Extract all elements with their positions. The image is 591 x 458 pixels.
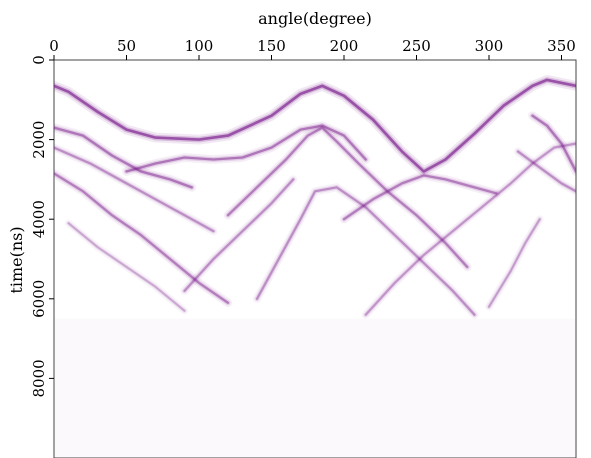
reflection-i-trace — [363, 141, 576, 317]
reflection-f-trace — [254, 185, 477, 317]
reflection-a-trace — [54, 126, 193, 189]
reflection-k-trace — [516, 150, 576, 193]
x-tick-label: 100 — [185, 37, 214, 55]
reflection-j — [528, 111, 576, 176]
reflection-b — [54, 143, 218, 236]
x-tick-label: 250 — [402, 37, 431, 55]
no-data-region — [55, 318, 575, 457]
y-tick-label: 0 — [30, 55, 48, 65]
reflection-g-trace — [182, 177, 296, 294]
reflection-b-trace — [54, 145, 216, 234]
x-tick-label: 200 — [330, 37, 359, 55]
y-axis-title: time(ns) — [7, 226, 26, 293]
y-axis: 0 2000 4000 6000 8000 — [30, 55, 54, 397]
y-tick-label: 8000 — [30, 359, 48, 397]
reflection-k-trace — [515, 149, 576, 194]
reflection-b-trace — [54, 146, 215, 233]
reflection-g-trace — [180, 175, 298, 295]
reflection-l-trace — [487, 218, 541, 308]
reflection-d-trace — [125, 124, 367, 173]
reflection-j-trace — [531, 114, 576, 173]
reflection-a — [54, 123, 197, 192]
reflection-a-trace — [54, 125, 195, 190]
direct-arrival-trace — [54, 78, 576, 173]
reflection-j-trace — [528, 111, 576, 176]
reflection-g — [180, 175, 298, 295]
x-axis-title: angle(degree) — [258, 9, 372, 28]
reflection-l — [485, 215, 544, 311]
reflection-a-trace — [54, 123, 197, 192]
reflection-e-trace — [226, 126, 469, 269]
reflection-k-trace — [513, 147, 576, 196]
reflection-m — [64, 219, 189, 315]
reflection-k — [513, 147, 576, 196]
reflection-d-trace — [124, 123, 369, 174]
reflection-b-trace — [54, 143, 218, 236]
reflection-c-trace — [54, 171, 231, 306]
y-tick-label: 4000 — [30, 200, 48, 238]
x-axis: 0 50 100 150 200 250 300 350 — [49, 37, 576, 60]
reflection-l-trace — [486, 217, 542, 309]
reflection-h-trace — [342, 174, 498, 221]
reflection-m-trace — [64, 219, 189, 315]
reflection-j-trace — [530, 113, 576, 174]
reflection-c-trace — [54, 169, 233, 308]
y-tick-label: 2000 — [30, 121, 48, 159]
x-tick-label: 0 — [49, 37, 59, 55]
reflection-d-trace — [122, 121, 371, 176]
reflection-g-trace — [183, 178, 295, 292]
x-tick-label: 350 — [547, 37, 576, 55]
x-tick-label: 150 — [257, 37, 286, 55]
reflection-i-trace — [361, 139, 576, 319]
y-tick-label: 6000 — [30, 280, 48, 318]
reflection-m-trace — [67, 222, 186, 312]
reflection-f — [252, 183, 479, 319]
reflection-h — [339, 171, 501, 224]
reflection-d — [122, 121, 371, 176]
reflection-c — [54, 169, 233, 308]
reflection-e — [223, 123, 472, 272]
reflection-i — [361, 139, 576, 319]
reflection-h-trace — [341, 173, 499, 222]
reflection-f-trace — [255, 186, 476, 316]
reflection-e-trace — [223, 123, 472, 272]
x-tick-label: 300 — [475, 37, 504, 55]
direct-arrival — [54, 74, 576, 177]
reflection-l-trace — [485, 215, 544, 311]
reflection-h-trace — [339, 171, 501, 224]
reflection-e-trace — [225, 125, 470, 270]
reflection-f-trace — [252, 183, 479, 319]
reflection-i-trace — [364, 142, 576, 316]
reflection-c-trace — [54, 172, 230, 304]
data-layer — [54, 74, 576, 319]
reflection-m-trace — [66, 221, 187, 313]
x-tick-label: 50 — [117, 37, 136, 55]
